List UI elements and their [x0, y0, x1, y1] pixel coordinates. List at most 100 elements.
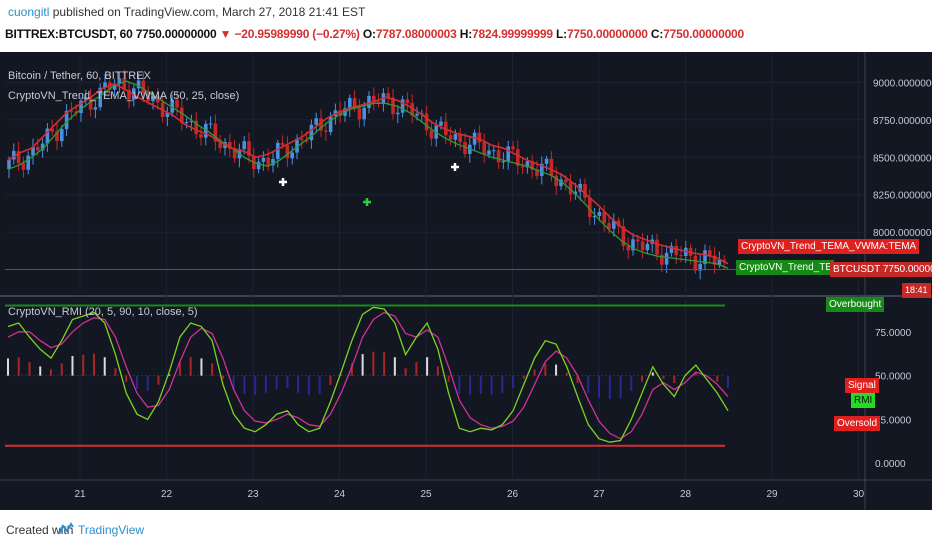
price-tick-label: 8500.00000000: [873, 153, 932, 164]
candle-body: [540, 163, 544, 176]
candle-body: [612, 220, 616, 229]
candle-body: [199, 134, 203, 138]
candle-body: [679, 255, 683, 257]
candle-body: [88, 97, 93, 110]
rmi-histogram-bar: [28, 362, 31, 376]
open-value: 7787.08000003: [375, 27, 457, 41]
rmi-histogram-bar: [426, 357, 429, 376]
rmi-histogram-bar: [469, 375, 472, 396]
signal-cross-icon: [279, 178, 287, 186]
candle-body: [717, 259, 722, 265]
candle-body: [664, 252, 669, 265]
rmi-histogram-bar: [307, 375, 310, 396]
main-indicator-legend[interactable]: CryptoVN_Trend_TEMA_VWMA (50, 25, close): [8, 90, 240, 102]
rmi-histogram-bar: [275, 375, 278, 390]
rmi-tag: RMI: [851, 393, 876, 408]
rmi-histogram-bar: [641, 375, 644, 382]
chart-area[interactable]: 21 22 23 24 25 26 27 28 29 30 8000.00000000 8250.00…: [0, 52, 932, 510]
candle-body: [660, 254, 664, 265]
candle-body: [501, 160, 506, 163]
candle-body: [588, 197, 592, 218]
x-tick-label: 25: [420, 489, 432, 500]
candle-body: [50, 128, 54, 132]
rmi-histogram-bar: [157, 375, 160, 385]
candle-body: [544, 158, 549, 164]
candle-body: [645, 243, 650, 251]
rmi-histogram-bar: [49, 369, 52, 376]
x-tick-label: 23: [247, 489, 259, 500]
candle-body: [396, 112, 400, 115]
rmi-histogram-bar: [200, 358, 203, 376]
candle-body: [597, 211, 602, 217]
rmi-histogram-bar: [189, 357, 192, 376]
rmi-histogram-bar: [565, 372, 568, 376]
price-tick-label: 9000.00000000: [873, 78, 932, 89]
candle-body: [31, 146, 35, 156]
rmi-tick-label: 75.0000: [875, 328, 912, 339]
candle-body: [64, 110, 69, 130]
rmi-histogram-bar: [146, 375, 149, 391]
candle-body: [669, 245, 674, 253]
candle-body: [564, 179, 568, 183]
candle-body: [84, 97, 88, 101]
rmi-histogram-bar: [662, 375, 665, 379]
candle-body: [578, 183, 582, 192]
candle-body: [242, 141, 246, 150]
author-link[interactable]: cuongitl: [8, 5, 50, 19]
candle-body: [276, 142, 280, 160]
candle-body: [348, 97, 352, 109]
rmi-histogram-bar: [598, 375, 601, 398]
rmi-histogram-bar: [39, 366, 42, 376]
candle-body: [559, 179, 563, 187]
chart-svg[interactable]: 21 22 23 24 25 26 27 28 29 30 8000.00000000 8250.00…: [0, 52, 932, 510]
x-tick-label: 24: [334, 489, 346, 500]
rmi-histogram-bar: [383, 352, 386, 376]
price-change: −20.95989990 (−0.27%): [234, 27, 360, 41]
rmi-indicator-legend[interactable]: CryptoVN_RMI (20, 5, 90, 10, close, 5): [8, 306, 198, 318]
candle-body: [357, 108, 362, 120]
candle-body: [583, 183, 587, 198]
tema-line: [7, 83, 729, 265]
candle-body: [194, 120, 198, 135]
candle-body: [314, 118, 318, 125]
down-arrow-icon: ▼: [219, 27, 232, 41]
symbol-name: BITTREX:BTCUSDT, 60: [5, 27, 133, 41]
close-value: 7750.00000000: [663, 27, 745, 41]
rmi-histogram-bar: [340, 374, 343, 376]
candle-body: [271, 159, 275, 166]
candle-body: [156, 96, 160, 103]
candle-body: [424, 113, 429, 131]
candle-body: [482, 142, 486, 155]
candle-body: [391, 97, 395, 115]
rmi-line: [7, 306, 729, 443]
candle-body: [112, 84, 117, 90]
candle-body: [266, 157, 270, 166]
candle-body: [722, 259, 726, 262]
rmi-histogram-bar: [221, 375, 224, 379]
candle-body: [607, 223, 611, 229]
rmi-histogram-bar: [512, 375, 515, 388]
candle-body: [165, 112, 170, 118]
rmi-histogram-bar: [522, 375, 525, 379]
candle-body: [26, 155, 30, 170]
tradingview-link[interactable]: TradingView: [78, 523, 145, 537]
candle-body: [319, 118, 323, 131]
low-label: L:: [556, 27, 567, 41]
candle-body: [151, 96, 155, 102]
candle-body: [477, 132, 482, 143]
candle-body: [520, 165, 525, 168]
price-tag: BTCUSDT 7750.00000000: [830, 262, 932, 277]
rmi-histogram-bar: [135, 375, 138, 390]
rmi-histogram-bar: [651, 372, 654, 376]
candle-body: [170, 99, 174, 113]
signal-cross-icon: [451, 163, 459, 171]
rmi-histogram-bar: [350, 363, 353, 376]
rmi-histogram-bar: [297, 375, 300, 393]
candle-body: [93, 107, 98, 110]
price-tick-label: 8000.00000000: [873, 228, 932, 239]
vwma-line: [7, 80, 729, 269]
footer: Created with TradingView: [0, 510, 932, 550]
rmi-histogram-bar: [436, 366, 439, 376]
candle-body: [463, 142, 467, 154]
candle-body: [362, 107, 366, 120]
